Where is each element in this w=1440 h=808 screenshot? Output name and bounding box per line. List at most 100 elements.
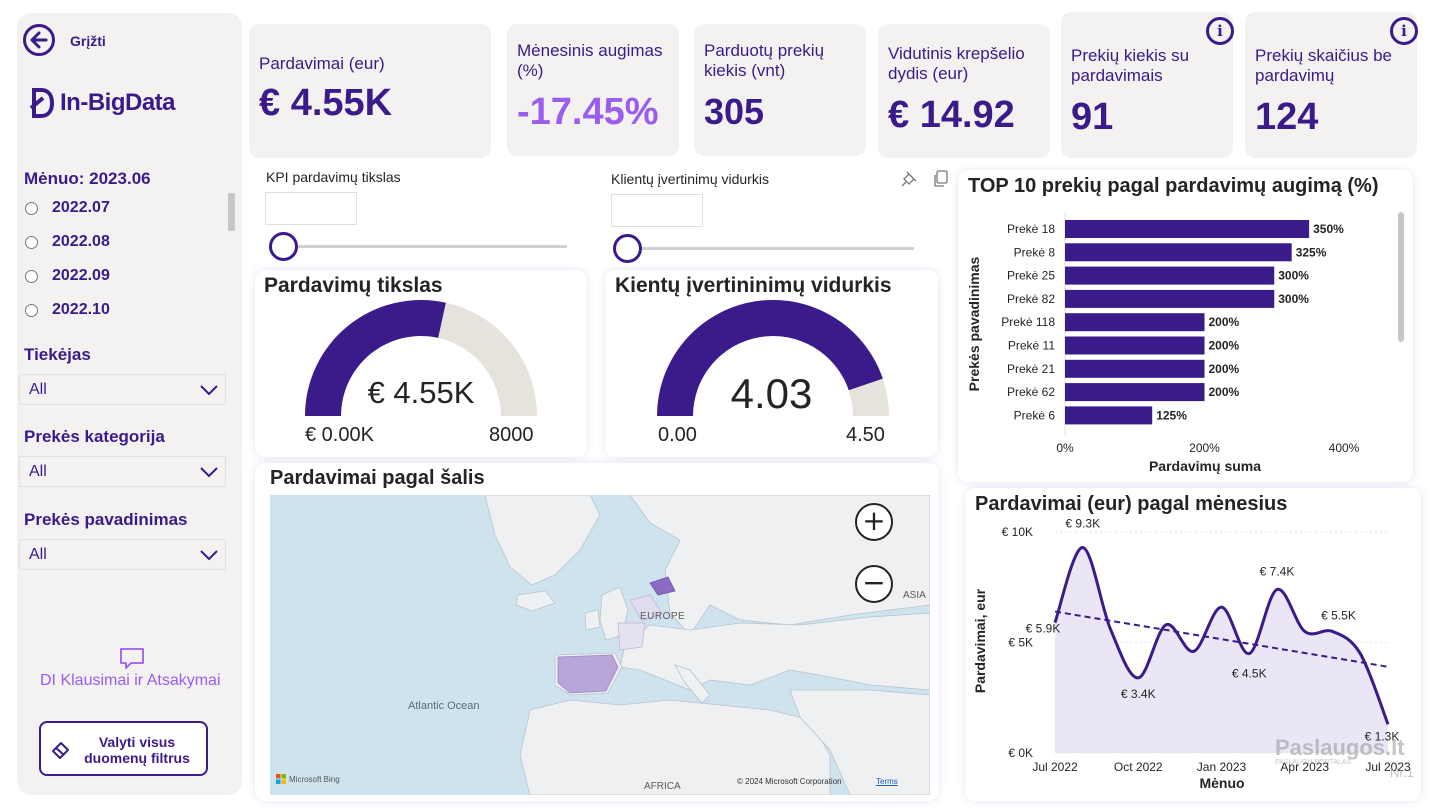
back-label[interactable]: Grįžti xyxy=(70,33,106,49)
month-option-label: 2022.09 xyxy=(52,267,110,284)
month-filter-title: Mėnuo: 2023.06 xyxy=(24,169,151,188)
map-label-europe: EUROPE xyxy=(640,611,686,622)
line-chart: € 0K € 5K € 10K € 5.9K € 9.3K € 3.4K € 4.5K € 7… xyxy=(972,516,1411,791)
map-canvas[interactable] xyxy=(270,495,930,795)
map-label-africa: AFRICA xyxy=(644,781,681,792)
bar-value-label: 200% xyxy=(1209,315,1240,329)
watermark-line3: Nr.1 xyxy=(1390,765,1414,780)
bar xyxy=(1065,406,1153,425)
kpi-label: Parduotų prekių kiekis (vnt) xyxy=(704,41,825,80)
trend-line xyxy=(1054,610,1389,668)
month-option[interactable]: 2022.07 xyxy=(25,197,110,219)
line-x-tick: Jul 2022 xyxy=(1032,760,1078,774)
clear-filters-label-line2: duomenų filtrus xyxy=(84,750,190,766)
month-option-label: 2022.10 xyxy=(52,301,110,318)
product-filter-title: Prekės pavadinimas xyxy=(24,510,188,529)
bar xyxy=(1065,383,1205,402)
eraser-icon xyxy=(52,742,69,759)
watermark-line1: Paslaugos.lt xyxy=(1275,735,1405,760)
pin-icon[interactable] xyxy=(900,170,918,188)
kpi-value: € 14.92 xyxy=(888,94,1015,136)
line-y-tick: € 0K xyxy=(1008,746,1033,760)
kpi-slider-thumb[interactable] xyxy=(269,232,298,261)
line-point-label: € 7.4K xyxy=(1260,564,1295,578)
bar-chart-scrollbar[interactable] xyxy=(1398,212,1404,342)
month-option-label: 2022.08 xyxy=(52,233,110,250)
bar xyxy=(1065,359,1205,378)
zoom-in-button[interactable]: + xyxy=(855,503,893,541)
chevron-down-icon xyxy=(200,550,218,561)
arrow-left-icon xyxy=(30,31,48,49)
sidebar: Grįžti In-BigData Mėnuo: 2023.06 2022.07… xyxy=(17,13,242,795)
map-view[interactable]: EUROPE ASIA Atlantic Ocean AFRICA Micros… xyxy=(270,495,930,795)
zoom-out-button[interactable]: − xyxy=(855,565,893,603)
radio-button[interactable] xyxy=(25,235,38,249)
gauge-max-label: 8000 xyxy=(489,424,534,446)
bar-value-label: 325% xyxy=(1296,245,1327,259)
kpi-value: € 4.55K xyxy=(259,82,393,124)
category-dropdown[interactable]: All xyxy=(19,456,226,487)
bar-value-label: 350% xyxy=(1313,222,1344,236)
gauge-value-label: € 4.55K xyxy=(367,375,475,410)
bar-chart-title: TOP 10 prekių pagal pardavimų augimą (%) xyxy=(968,175,1379,197)
logo-text: In-BigData xyxy=(60,89,176,116)
kpi-value: -17.45% xyxy=(517,91,659,133)
radio-button[interactable] xyxy=(25,303,38,317)
rating-slider-input[interactable] xyxy=(611,194,703,227)
line-point-label: € 9.3K xyxy=(1065,516,1100,530)
bar-x-tick: 400% xyxy=(1329,441,1360,455)
bar-x-tick: 0% xyxy=(1056,441,1074,455)
line-x-tick: Jul 2023 xyxy=(1365,760,1411,774)
map-terms-link[interactable]: Terms xyxy=(876,777,898,786)
radio-button[interactable] xyxy=(25,269,38,283)
product-dropdown-value: All xyxy=(29,546,47,563)
gauge-min-label: 0.00 xyxy=(658,424,697,446)
rating-slider-thumb[interactable] xyxy=(613,234,642,263)
watermark-line2: PASLAUGŲ PORTALAS xyxy=(1275,759,1352,766)
country-germany[interactable] xyxy=(629,594,663,622)
rating-gauge xyxy=(657,300,889,416)
bar-category-label: Prekė 21 xyxy=(1007,362,1055,376)
gauge-title: Kientų įvertininimų vidurkis xyxy=(615,274,892,297)
country-france[interactable] xyxy=(617,622,646,651)
info-icon[interactable]: i xyxy=(1390,17,1418,45)
kpi-card-products-without-sales: i Prekių skaičius be pardavimų 124 xyxy=(1245,12,1418,158)
bar xyxy=(1065,220,1310,238)
gauge-card-rating: Kientų įvertininimų vidurkis 4.03 0.00 4… xyxy=(605,270,938,457)
month-option[interactable]: 2022.10 xyxy=(25,299,110,321)
gauge-card-sales-target: Pardavimų tikslas € 4.55K € 0.00K 8000 xyxy=(255,270,587,457)
bing-logo: Microsoft Bing xyxy=(276,774,340,784)
kpi-card-growth: Mėnesinis augimas (%) -17.45% xyxy=(507,24,679,156)
line-x-tick: Apr 2023 xyxy=(1280,760,1329,774)
copy-icon[interactable] xyxy=(933,170,949,188)
logo-mark-icon xyxy=(29,88,55,118)
country-latvia[interactable] xyxy=(649,576,676,596)
country-spain[interactable] xyxy=(557,654,619,694)
line-x-tick: Oct 2022 xyxy=(1114,760,1163,774)
clear-filters-button[interactable]: Valyti visus duomenų filtrus xyxy=(39,721,208,776)
kpi-slider-track[interactable] xyxy=(285,245,567,248)
kpi-card-quantity: Parduotų prekių kiekis (vnt) 305 xyxy=(694,24,866,156)
product-dropdown[interactable]: All xyxy=(19,539,226,570)
microsoft-logo-icon xyxy=(276,774,286,784)
bar-value-label: 200% xyxy=(1209,362,1240,376)
qa-link[interactable]: DI Klausimai ir Atsakymai xyxy=(40,672,221,689)
bar xyxy=(1065,243,1292,262)
gauge-max-label: 4.50 xyxy=(846,424,885,446)
bar-category-label: Prekė 118 xyxy=(1001,315,1055,329)
month-option[interactable]: 2022.08 xyxy=(25,231,110,253)
kpi-slider-input[interactable] xyxy=(265,192,357,225)
back-button[interactable] xyxy=(23,24,55,56)
info-icon[interactable]: i xyxy=(1206,17,1234,45)
month-option[interactable]: 2022.09 xyxy=(25,265,110,287)
map-card: Pardavimai pagal šalis xyxy=(255,463,939,801)
supplier-dropdown-value: All xyxy=(29,381,47,398)
watermark: Paslaugos.lt PASLAUGŲ PORTALAS Nr.1 xyxy=(1275,735,1425,780)
rating-slider-track[interactable] xyxy=(630,247,914,250)
chat-bubble-icon[interactable] xyxy=(119,647,145,671)
supplier-dropdown[interactable]: All xyxy=(19,374,226,405)
radio-button[interactable] xyxy=(25,201,38,215)
month-list-scrollbar[interactable] xyxy=(228,193,235,231)
top10-chart-card: TOP 10 prekių pagal pardavimų augimą (%)… xyxy=(958,170,1413,482)
rating-slider-title: Klientų įvertinimų vidurkis xyxy=(611,171,769,187)
